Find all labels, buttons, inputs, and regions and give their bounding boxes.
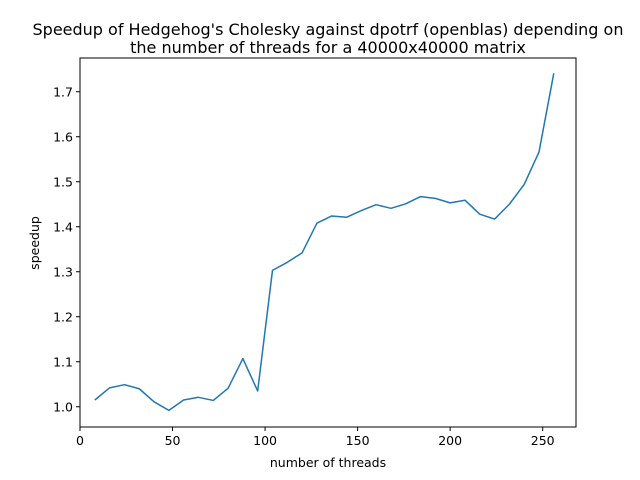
- y-tick-label: 1.0: [53, 399, 73, 414]
- y-tick-label: 1.3: [53, 264, 73, 279]
- axis-ticks: 0 50 100 150 200 250 1.0 1.1 1.2 1.3 1.4 1.5 1.6 1.7: [53, 84, 555, 448]
- speedup-series-line: [94, 73, 555, 412]
- plot-frame: [79, 57, 577, 428]
- x-tick-label: 250: [531, 433, 555, 448]
- x-tick-label: 150: [346, 433, 370, 448]
- y-tick-label: 1.4: [53, 219, 73, 234]
- x-tick-label: 50: [165, 433, 181, 448]
- y-tick-label: 1.7: [53, 84, 73, 99]
- series-group: [94, 73, 555, 412]
- chart-title-line-2: the number of threads for a 40000x40000 …: [130, 38, 526, 57]
- chart-title-line-1: Speedup of Hedgehog's Cholesky against d…: [33, 20, 624, 39]
- x-tick-label: 200: [438, 433, 462, 448]
- y-axis-label: speedup: [27, 216, 42, 270]
- y-tick-label: 1.6: [53, 129, 73, 144]
- x-axis-label: number of threads: [270, 455, 386, 470]
- x-tick-label: 100: [253, 433, 277, 448]
- x-tick-label: 0: [76, 433, 84, 448]
- y-tick-label: 1.5: [53, 174, 73, 189]
- y-tick-label: 1.2: [53, 309, 73, 324]
- y-tick-label: 1.1: [53, 354, 73, 369]
